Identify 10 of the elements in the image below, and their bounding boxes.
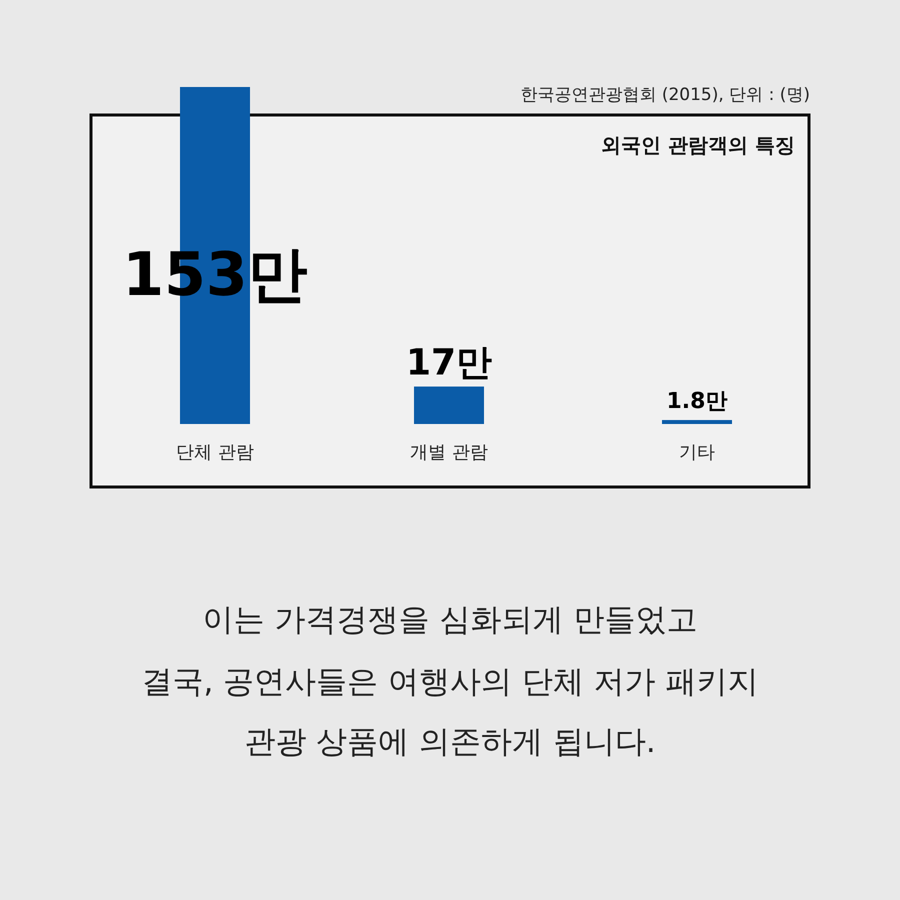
x-tick-label: 기타 [679,442,715,463]
text: 외국인 관람객의 특징 [601,133,795,157]
text: 결국, 공연사들은 여행사의 단체 저가 패키지 [141,664,759,700]
text: 관광 상품에 의존하게 됩니다. [244,724,656,760]
text: 이는 가격경쟁을 심화되게 만들었고 [202,602,698,638]
x-tick-label: 개별 관람 [410,442,488,463]
data-label: 1.8만 [666,389,728,414]
data-label: 17만 [406,342,492,384]
x-tick-label: 단체 관람 [176,442,254,463]
annotation: 한국공연관광협회 (2015), 단위 : (명) [520,85,810,105]
